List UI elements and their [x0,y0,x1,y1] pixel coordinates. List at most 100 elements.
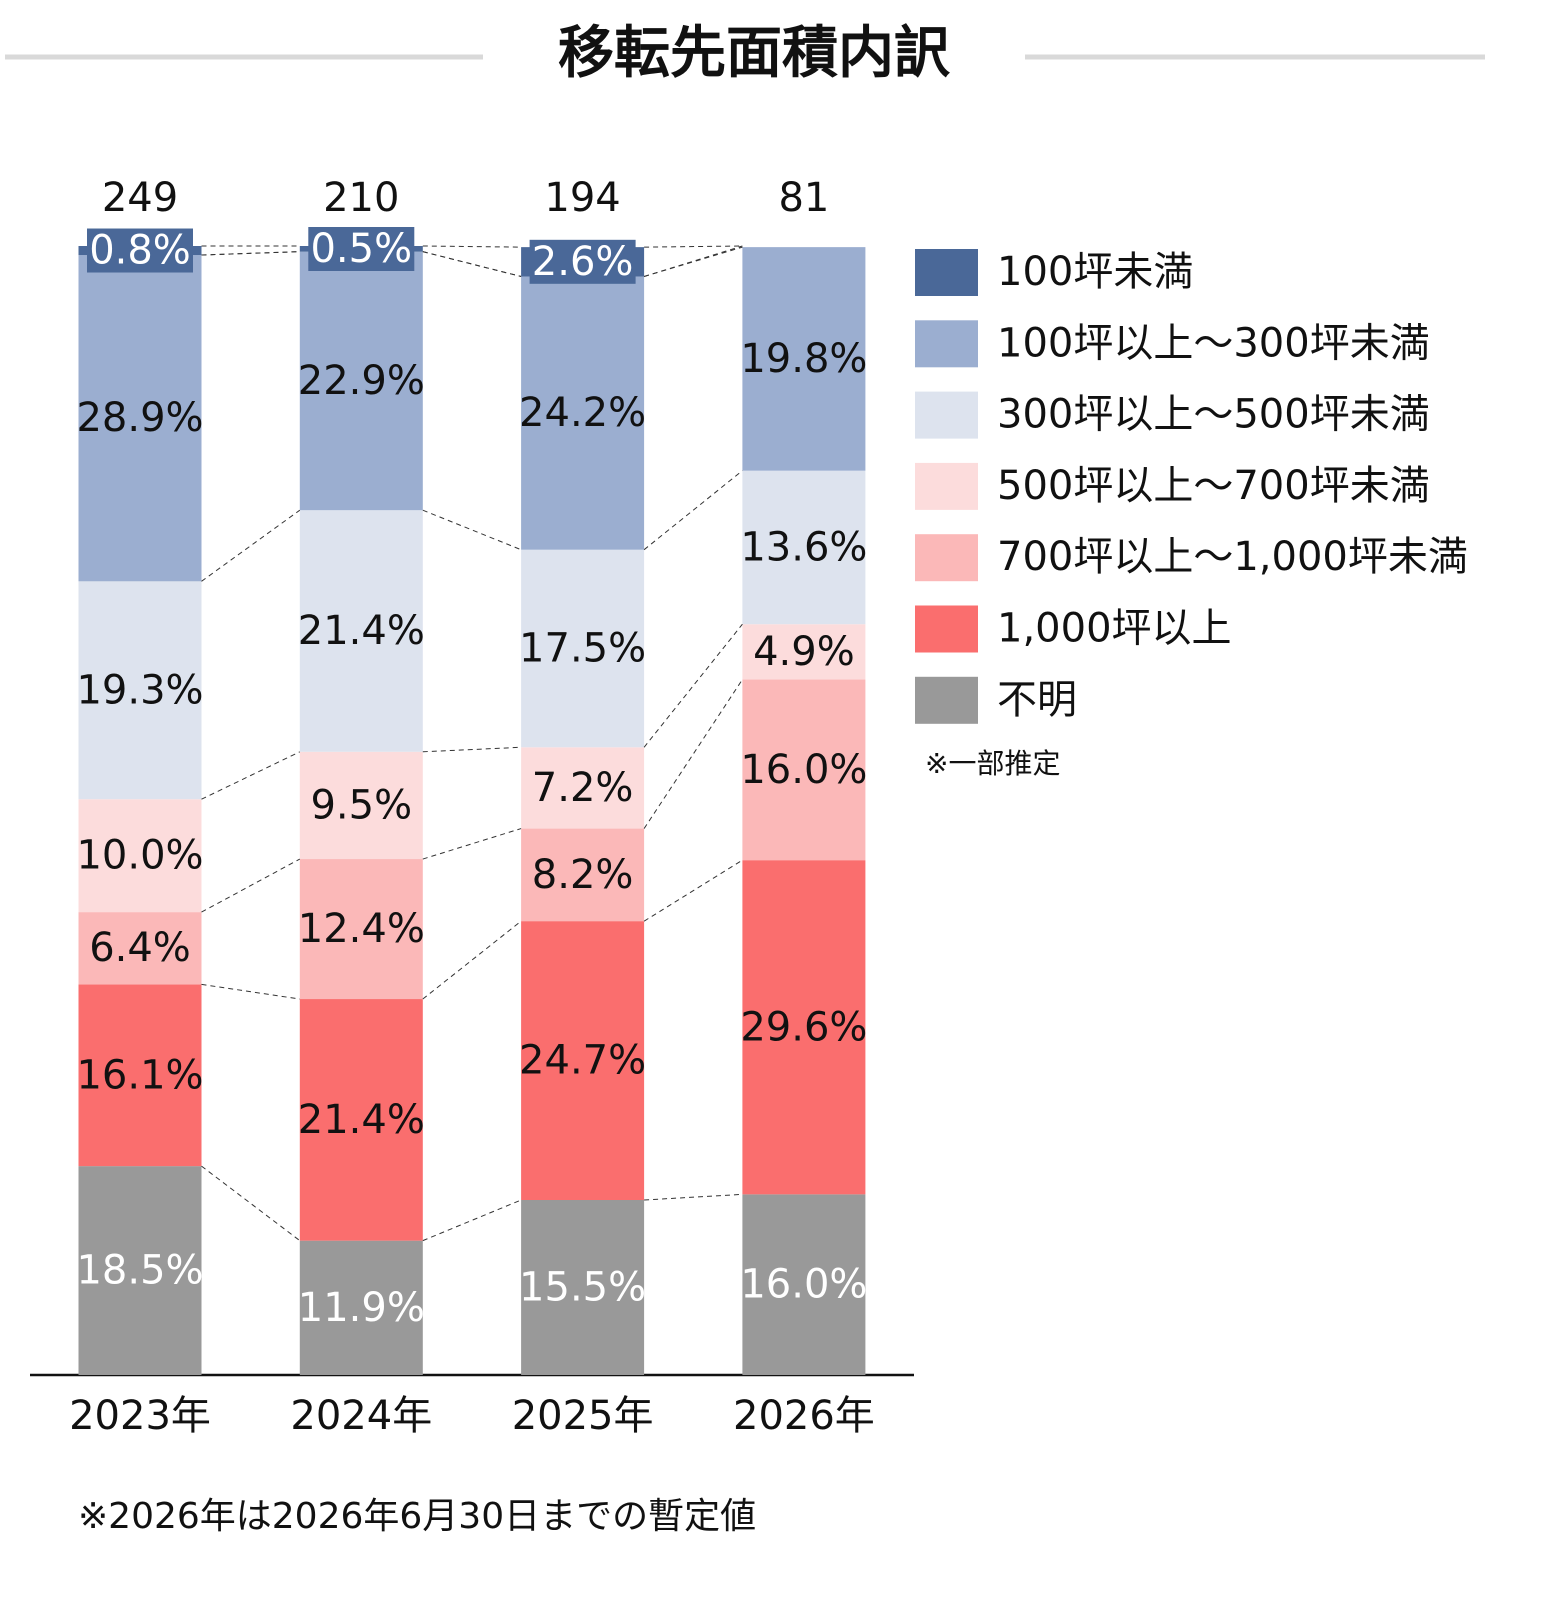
bar-segment [78,984,202,1167]
x-tick-label: 2024年 [290,1393,432,1439]
total-label: 249 [102,175,178,221]
connector-line [643,470,743,551]
legend-swatch [915,605,978,653]
legend-label: 100坪以上～300坪未満 [997,320,1430,366]
value-label: 13.6% [740,524,867,570]
bar-segment [521,276,645,550]
connector-line [422,251,522,277]
value-label: 16.0% [740,1262,867,1308]
legend-swatch [915,534,978,582]
footnote: ※2026年は2026年6月30日までの暫定値 [78,1496,756,1537]
connector-line [422,509,522,551]
legend-label: 100坪未満 [997,249,1193,295]
bar-segment [742,247,866,471]
value-label: 24.7% [519,1038,646,1084]
value-label: 6.4% [89,925,191,971]
bar-segment [299,859,423,1000]
value-label: 21.4% [298,1097,425,1143]
bar-segment [521,747,645,829]
legend-label: 500坪以上～700坪未満 [997,463,1430,509]
bar-segment [78,799,202,913]
legend-label: 1,000坪以上 [997,606,1232,652]
legend-swatch [915,320,978,368]
x-tick-label: 2026年 [733,1393,875,1439]
chart-title: 移転先面積内訳 [558,21,951,86]
legend-swatch [915,462,978,510]
bar-segment [742,860,866,1195]
bar-segment [742,470,866,625]
value-label: 4.9% [753,629,855,675]
bar-segment [521,921,645,1201]
value-label: 0.8% [89,228,191,274]
value-label: 11.9% [298,1285,425,1331]
connector-line [644,245,743,248]
total-label: 81 [778,175,829,221]
bar-segment [299,751,423,860]
value-label-box [308,227,415,271]
legend-label: 700坪以上～1,000坪未満 [997,534,1468,580]
bar-segment [78,912,202,985]
connector-line [643,246,743,277]
connector-line [643,245,743,277]
total-label: 210 [323,175,399,221]
connector-line [201,251,300,256]
legend-label: 300坪以上～500坪未満 [997,392,1430,438]
legend-label: 不明 [997,677,1077,723]
bar-segment [299,251,423,511]
bar-segment [521,1200,645,1375]
value-label: 15.5% [519,1265,646,1311]
connector-line [422,746,522,753]
value-label: 17.5% [519,625,646,671]
connector-line [644,1193,743,1201]
connector-line [643,623,743,748]
bar-segment [742,624,866,680]
connector-line [643,859,743,922]
connector-line [201,858,301,913]
value-label: 19.8% [740,336,867,382]
value-label-box [87,228,193,273]
legend-swatch [915,391,978,439]
connector-line [422,1199,522,1242]
bar-segment [742,679,866,861]
value-label-box [529,239,636,284]
bar-segment [742,1194,866,1375]
bar-segment [78,255,202,582]
value-label: 12.4% [298,906,425,952]
value-label: 24.2% [519,390,646,436]
bar-segment [78,1166,202,1375]
bar-segment [521,828,645,922]
total-label: 194 [544,175,620,221]
bar-segment [299,1240,423,1375]
connector-line [422,251,522,277]
legend-note: ※一部推定 [925,747,1060,780]
value-label: 16.0% [740,747,867,793]
value-label: 10.0% [76,833,203,879]
connector-line [201,751,301,800]
bar-segment [299,510,423,752]
connector-line [422,245,522,248]
value-label: 18.5% [76,1248,203,1294]
value-label: 9.5% [310,782,412,828]
connector-line [422,920,522,1000]
value-label: 0.5% [310,226,412,272]
value-label: 7.2% [532,765,634,811]
value-label: 21.4% [298,608,425,654]
x-tick-label: 2023年 [69,1393,211,1439]
connector-line [201,1165,301,1242]
value-label: 19.3% [76,667,203,713]
value-label: 28.9% [76,395,203,441]
bar-segment [299,999,423,1241]
bar-segment [521,549,645,748]
connector-line [201,509,301,582]
bar-segment [78,581,202,800]
legend-swatch [915,249,978,296]
value-label: 16.1% [76,1052,203,1098]
value-label: 2.6% [532,239,634,285]
value-label: 8.2% [532,852,634,898]
connector-line [201,983,300,1000]
value-label: 29.6% [740,1004,867,1050]
legend-swatch [915,676,978,724]
value-label: 22.9% [298,358,425,404]
x-tick-label: 2025年 [512,1393,654,1439]
